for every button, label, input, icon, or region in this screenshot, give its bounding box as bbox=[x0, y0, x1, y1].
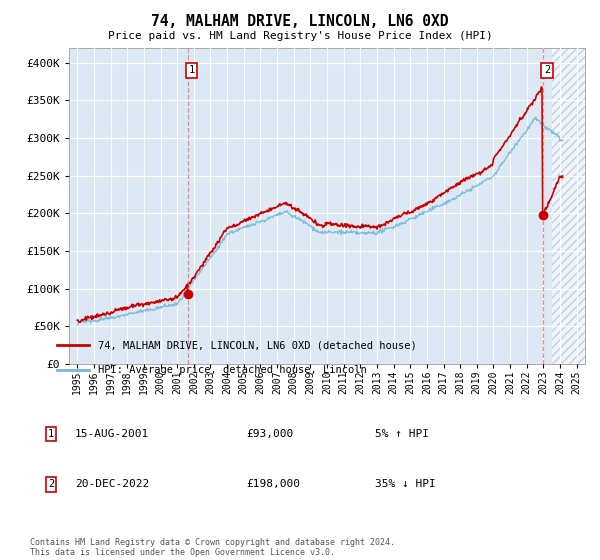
Text: £93,000: £93,000 bbox=[246, 429, 293, 439]
Text: 74, MALHAM DRIVE, LINCOLN, LN6 0XD (detached house): 74, MALHAM DRIVE, LINCOLN, LN6 0XD (deta… bbox=[97, 340, 416, 351]
Text: 5% ↑ HPI: 5% ↑ HPI bbox=[375, 429, 429, 439]
Text: Contains HM Land Registry data © Crown copyright and database right 2024.
This d: Contains HM Land Registry data © Crown c… bbox=[30, 538, 395, 557]
Text: 1: 1 bbox=[188, 65, 195, 75]
Text: 74, MALHAM DRIVE, LINCOLN, LN6 0XD: 74, MALHAM DRIVE, LINCOLN, LN6 0XD bbox=[151, 14, 449, 29]
Text: Price paid vs. HM Land Registry's House Price Index (HPI): Price paid vs. HM Land Registry's House … bbox=[107, 31, 493, 41]
Text: 20-DEC-2022: 20-DEC-2022 bbox=[75, 479, 149, 489]
Bar bbox=[552, 48, 600, 364]
Text: 15-AUG-2001: 15-AUG-2001 bbox=[75, 429, 149, 439]
Text: 1: 1 bbox=[48, 429, 54, 439]
Text: HPI: Average price, detached house, Lincoln: HPI: Average price, detached house, Linc… bbox=[97, 365, 366, 375]
Text: £198,000: £198,000 bbox=[246, 479, 300, 489]
Text: 2: 2 bbox=[544, 65, 550, 75]
Text: 35% ↓ HPI: 35% ↓ HPI bbox=[375, 479, 436, 489]
Text: 2: 2 bbox=[48, 479, 54, 489]
